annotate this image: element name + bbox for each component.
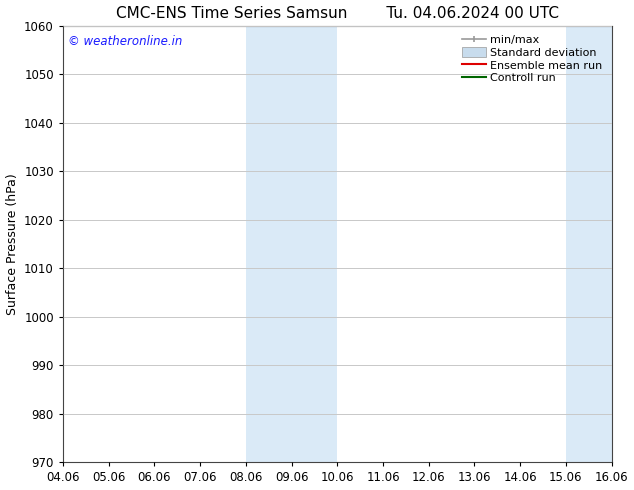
Y-axis label: Surface Pressure (hPa): Surface Pressure (hPa)	[6, 173, 18, 315]
Legend: min/max, Standard deviation, Ensemble mean run, Controll run: min/max, Standard deviation, Ensemble me…	[458, 31, 606, 87]
Bar	[246, 26, 337, 463]
Text: © weatheronline.in: © weatheronline.in	[68, 35, 183, 48]
Bar	[566, 26, 612, 463]
Title: CMC-ENS Time Series Samsun        Tu. 04.06.2024 00 UTC: CMC-ENS Time Series Samsun Tu. 04.06.202…	[116, 5, 559, 21]
